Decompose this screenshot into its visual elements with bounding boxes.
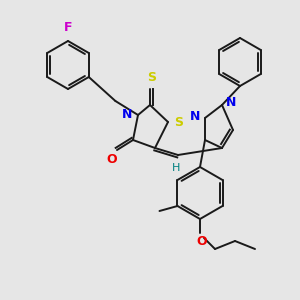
Text: O: O — [107, 153, 117, 166]
Text: S: S — [148, 71, 157, 84]
Text: O: O — [197, 235, 207, 248]
Text: N: N — [226, 95, 236, 109]
Text: N: N — [122, 109, 132, 122]
Text: S: S — [174, 116, 183, 128]
Text: N: N — [190, 110, 200, 122]
Text: F: F — [64, 21, 72, 34]
Text: H: H — [172, 163, 180, 173]
